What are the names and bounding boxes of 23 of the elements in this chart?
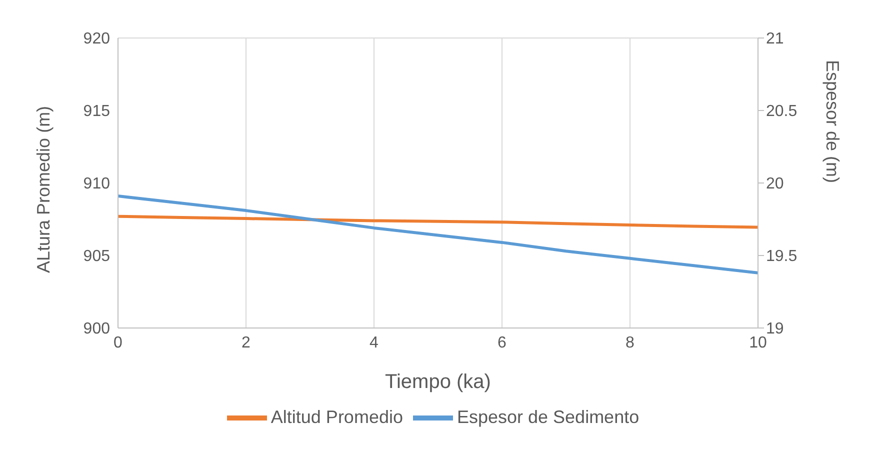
x-axis-title: Tiempo (ka) — [385, 371, 491, 393]
x-tick-label: 4 — [370, 334, 379, 352]
y-axis-title: ALtura Promedio (m) — [33, 106, 54, 273]
x-tick-label: 2 — [242, 334, 251, 352]
x-tick-label: 6 — [498, 334, 507, 352]
y2-tick-label: 19.5 — [766, 248, 798, 266]
legend-label: Altitud Promedio — [270, 406, 403, 427]
y2-tick-label: 21 — [766, 30, 784, 48]
y-tick-label: 905 — [83, 248, 110, 266]
y2-tick-label: 20.5 — [766, 103, 798, 120]
y-tick-label: 915 — [83, 103, 110, 120]
x-tick-label: 10 — [749, 334, 767, 352]
y2-axis-title: Espesor de (m) — [822, 60, 843, 183]
line-series — [118, 194, 758, 274]
y-tick-label: 920 — [83, 30, 110, 48]
x-tick-label: 8 — [626, 334, 635, 352]
y2-tick-label: 19 — [766, 320, 784, 338]
legend-label: Espesor de Sedimento — [456, 406, 640, 427]
line-series — [118, 214, 758, 229]
y-tick-label: 900 — [83, 320, 110, 338]
y2-tick-label: 20 — [766, 176, 784, 193]
x-tick-label: 0 — [114, 334, 123, 352]
y-tick-label: 910 — [83, 176, 110, 193]
